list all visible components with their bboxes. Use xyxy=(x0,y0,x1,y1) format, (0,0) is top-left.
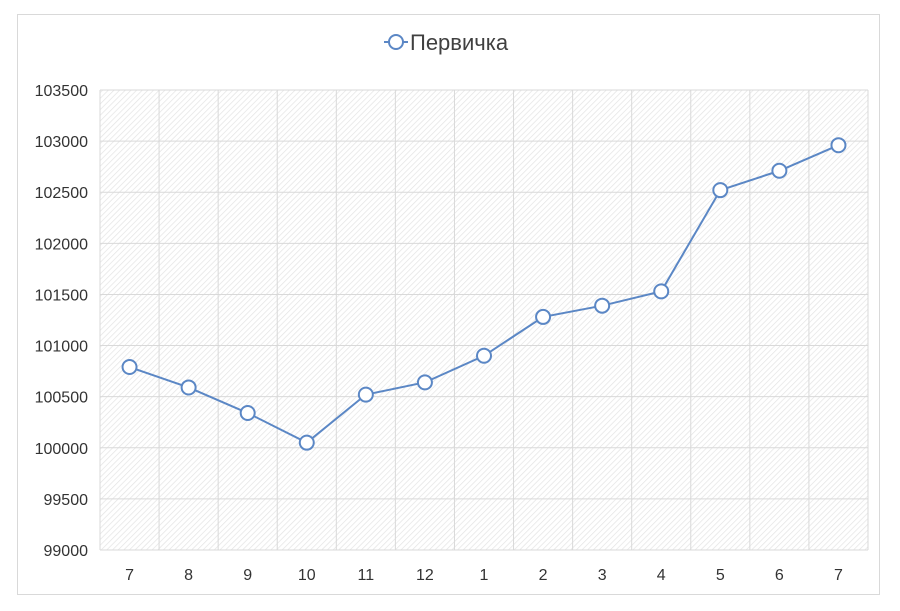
y-tick-label: 103500 xyxy=(35,83,88,100)
data-point-marker xyxy=(830,137,847,154)
y-tick-label: 103000 xyxy=(35,134,88,151)
x-axis: 7 8 9 10 11 12 1 2 3 4 5 6 7 xyxy=(125,567,843,584)
data-point-marker xyxy=(180,379,197,396)
data-point-marker xyxy=(416,374,433,391)
data-point-marker xyxy=(594,297,611,314)
x-tick-label: 9 xyxy=(243,567,252,584)
plot-area xyxy=(100,90,868,550)
y-tick-label: 100000 xyxy=(35,441,88,458)
data-point-marker xyxy=(298,434,315,451)
legend-circle-marker xyxy=(388,34,404,50)
legend-series-label: Первичка xyxy=(410,30,509,55)
data-point-marker xyxy=(712,182,729,199)
x-tick-label: 6 xyxy=(775,567,784,584)
y-axis: 99000 99500 100000 100500 101000 101500 102000… xyxy=(35,83,88,560)
gridlines xyxy=(99,89,869,551)
y-tick-label: 100500 xyxy=(35,390,88,407)
x-tick-label: 7 xyxy=(834,567,843,584)
data-point-marker xyxy=(653,283,670,300)
x-tick-label: 4 xyxy=(657,567,666,584)
legend: Первичка xyxy=(384,30,509,55)
data-point-marker xyxy=(476,347,492,364)
x-tick-label: 12 xyxy=(416,567,434,584)
y-tick-label: 102000 xyxy=(35,236,88,253)
x-tick-label: 11 xyxy=(358,567,375,584)
data-point-marker xyxy=(239,405,256,422)
data-point-marker xyxy=(121,359,138,376)
y-tick-label: 102500 xyxy=(35,185,88,202)
series-group xyxy=(121,137,847,451)
x-tick-label: 10 xyxy=(298,567,316,584)
data-point-marker xyxy=(357,386,374,403)
x-tick-label: 1 xyxy=(480,567,489,584)
y-tick-label: 99000 xyxy=(44,543,89,560)
x-tick-label: 3 xyxy=(598,567,607,584)
x-tick-label: 2 xyxy=(539,567,548,584)
x-tick-label: 5 xyxy=(716,567,725,584)
data-point-marker xyxy=(535,308,552,325)
data-point-marker xyxy=(771,162,788,179)
x-tick-label: 7 xyxy=(125,567,134,584)
y-tick-label: 99500 xyxy=(44,492,89,509)
x-tick-label: 8 xyxy=(184,567,193,584)
y-tick-label: 101000 xyxy=(35,339,88,356)
y-tick-label: 101500 xyxy=(35,287,88,304)
